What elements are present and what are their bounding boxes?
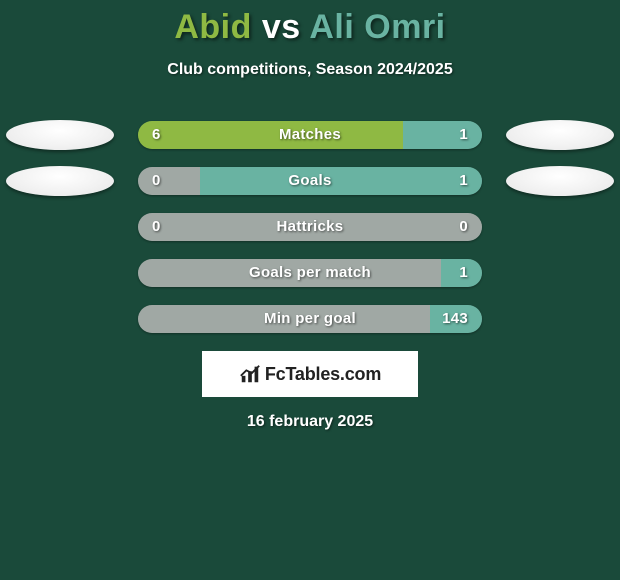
bar-segment-right (403, 121, 482, 149)
stat-bar: 0 0 Hattricks (138, 213, 482, 241)
player1-badge (6, 120, 114, 150)
stat-bar: 6 1 Matches (138, 121, 482, 149)
stat-bar: 0 1 Goals (138, 167, 482, 195)
bar-segment-right (200, 167, 482, 195)
stat-value-left: 0 (152, 213, 161, 241)
date-label: 16 february 2025 (0, 413, 620, 431)
stat-label: Min per goal (264, 305, 356, 333)
stat-value-right: 1 (459, 121, 468, 149)
stat-row-mpg: 143 Min per goal (0, 305, 620, 333)
stat-value-right: 1 (459, 167, 468, 195)
stat-value-right: 1 (459, 259, 468, 287)
stat-bar: 143 Min per goal (138, 305, 482, 333)
stats-block: 6 1 Matches 0 1 Goals 0 0 Hattricks 1 Goals per ma… (0, 121, 620, 333)
player2-name: Ali Omri (309, 8, 445, 46)
bar-chart-icon (239, 363, 261, 385)
stat-row-goals: 0 1 Goals (0, 167, 620, 195)
logo-text: FcTables.com (265, 364, 381, 385)
stat-label: Goals (288, 167, 331, 195)
stat-row-hattricks: 0 0 Hattricks (0, 213, 620, 241)
stat-value-left: 6 (152, 121, 161, 149)
player2-badge (506, 120, 614, 150)
bar-segment-left (138, 167, 200, 195)
player1-badge (6, 166, 114, 196)
stat-value-right: 0 (459, 213, 468, 241)
stat-label: Goals per match (249, 259, 371, 287)
stat-label: Hattricks (277, 213, 344, 241)
page-title: Abid vs Ali Omri (0, 8, 620, 47)
player1-name: Abid (174, 8, 252, 46)
bar-segment-left (138, 121, 403, 149)
stat-row-gpm: 1 Goals per match (0, 259, 620, 287)
comparison-card: Abid vs Ali Omri Club competitions, Seas… (0, 0, 620, 580)
vs-label: vs (262, 8, 301, 46)
player2-badge (506, 166, 614, 196)
logo-box[interactable]: FcTables.com (202, 351, 418, 397)
stat-value-right: 143 (442, 305, 468, 333)
stat-row-matches: 6 1 Matches (0, 121, 620, 149)
stat-bar: 1 Goals per match (138, 259, 482, 287)
stat-label: Matches (279, 121, 341, 149)
stat-value-left: 0 (152, 167, 161, 195)
subtitle: Club competitions, Season 2024/2025 (0, 61, 620, 79)
